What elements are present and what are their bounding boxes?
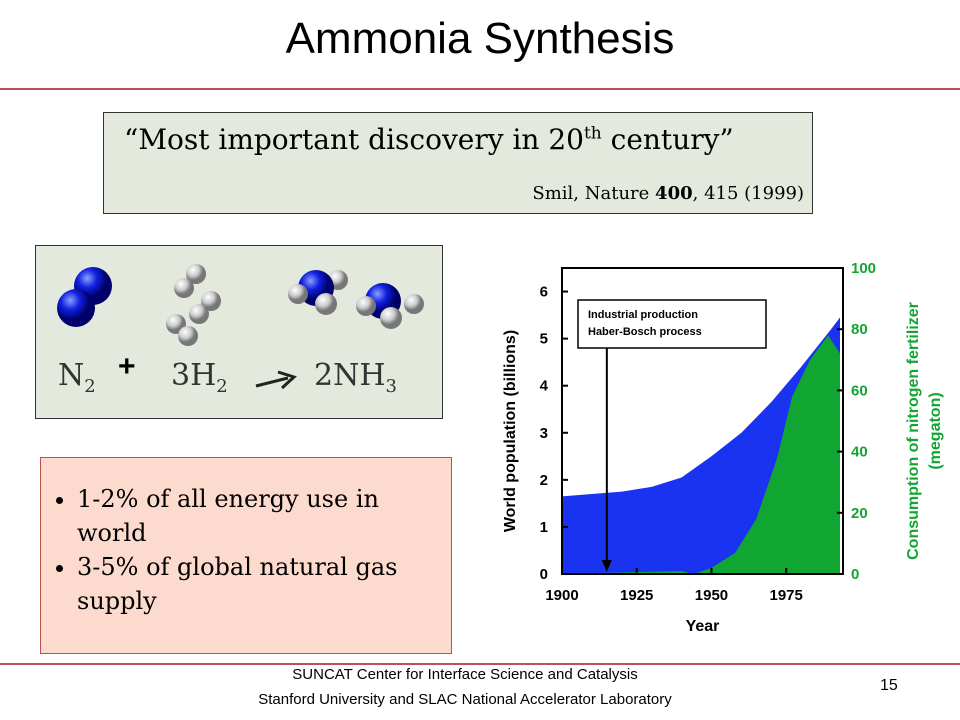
bottom-rule bbox=[0, 663, 960, 665]
area bbox=[562, 317, 841, 574]
subscript: 2 bbox=[216, 376, 228, 397]
x-tick-label: 1975 bbox=[770, 587, 803, 604]
quote-box: “Most important discovery in 20th centur… bbox=[103, 112, 813, 214]
citation-volume: 400 bbox=[655, 183, 693, 204]
y2-tick-label: 0 bbox=[851, 566, 859, 583]
annotation-text: Industrial production bbox=[588, 309, 698, 321]
y-tick-label: 3 bbox=[540, 425, 548, 442]
quote-text: “Most important discovery in 20 bbox=[124, 123, 584, 156]
annotation-arrowhead bbox=[601, 560, 612, 572]
y-axis-label: World population (billions) bbox=[502, 330, 519, 532]
y2-tick-label: 80 bbox=[851, 321, 868, 338]
y2-tick-label: 20 bbox=[851, 505, 868, 522]
page-number: 15 bbox=[880, 677, 898, 694]
plot-frame bbox=[561, 267, 844, 575]
x-axis-label: Year bbox=[686, 618, 720, 635]
y-tick-label: 4 bbox=[540, 378, 549, 395]
slide-title: Ammonia Synthesis bbox=[285, 14, 675, 63]
area bbox=[562, 335, 841, 574]
top-rule bbox=[0, 88, 960, 90]
bullet: 1-2% of all energy use in world bbox=[77, 482, 441, 550]
quote-sup: th bbox=[583, 123, 602, 144]
annotation-text: Haber-Bosch process bbox=[588, 326, 702, 338]
formula: 3H bbox=[171, 358, 217, 393]
reaction-arrow bbox=[255, 370, 297, 390]
molecule-box: N2 + 3H2 2NH3 bbox=[35, 245, 443, 419]
formula: 2NH bbox=[314, 358, 386, 393]
footer: Stanford University and SLAC National Ac… bbox=[258, 691, 672, 708]
y2-axis-label: (megaton) bbox=[927, 392, 944, 469]
footer: SUNCAT Center for Interface Science and … bbox=[292, 666, 638, 683]
y-tick-label: 0 bbox=[540, 566, 548, 583]
plus: + bbox=[118, 350, 136, 383]
citation: Smil, Nature 400, 415 (1999) bbox=[532, 183, 804, 204]
subscript: 3 bbox=[385, 376, 397, 397]
citation-text: Smil, Nature bbox=[532, 183, 656, 204]
subscript: 2 bbox=[84, 376, 96, 397]
y-tick-label: 6 bbox=[540, 284, 548, 301]
citation-pages: , 415 (1999) bbox=[692, 183, 804, 204]
formula: N bbox=[58, 358, 85, 393]
y-tick-label: 1 bbox=[540, 519, 548, 536]
y-tick-label: 2 bbox=[540, 472, 548, 489]
bullet: 3-5% of global natural gas supply bbox=[77, 550, 441, 618]
bullet-box: 1-2% of all energy use in world 3-5% of … bbox=[40, 457, 452, 654]
y-tick-label: 5 bbox=[540, 331, 548, 348]
y2-axis-label: Consumption of nitrogen fertilizer bbox=[905, 302, 922, 560]
x-tick-label: 1900 bbox=[545, 587, 578, 604]
x-tick-label: 1950 bbox=[695, 587, 728, 604]
quote: “Most important discovery in 20th centur… bbox=[124, 123, 734, 156]
y2-tick-label: 40 bbox=[851, 444, 868, 461]
y2-tick-label: 60 bbox=[851, 382, 868, 399]
quote-tail: century” bbox=[601, 123, 734, 156]
x-tick-label: 1925 bbox=[620, 587, 653, 604]
annotation-box bbox=[577, 299, 767, 349]
bullet-list: 1-2% of all energy use in world 3-5% of … bbox=[57, 482, 441, 618]
molecules bbox=[57, 264, 424, 346]
y2-tick-label: 100 bbox=[851, 260, 876, 277]
